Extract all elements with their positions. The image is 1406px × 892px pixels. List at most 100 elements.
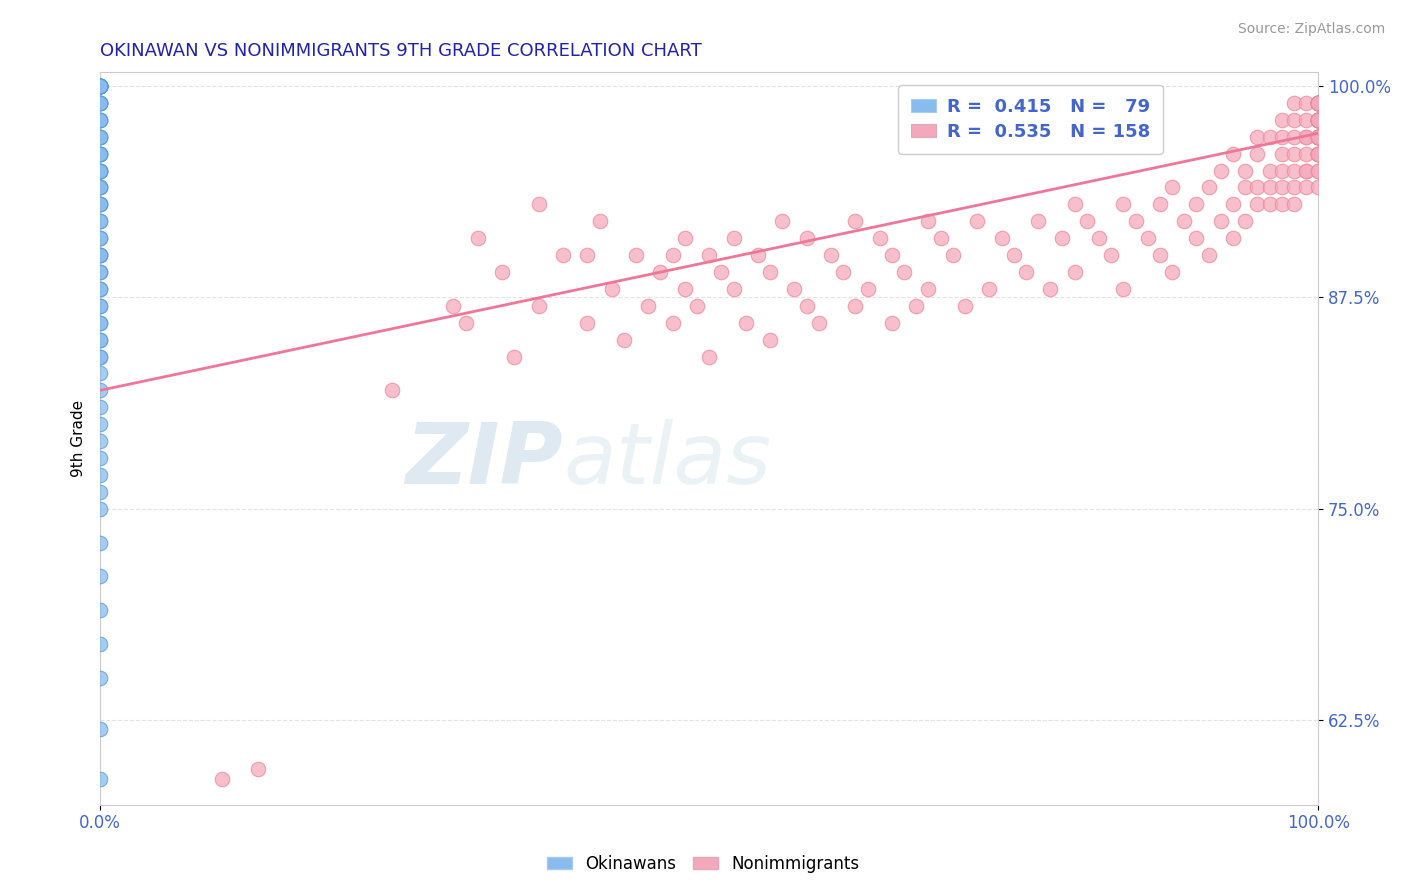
Point <box>1308 95 1330 110</box>
Point <box>89 78 111 93</box>
Point <box>1308 112 1330 127</box>
Point <box>1308 112 1330 127</box>
Point <box>942 248 965 262</box>
Point <box>1234 180 1257 194</box>
Point <box>441 299 464 313</box>
Point <box>211 772 233 787</box>
Point <box>1282 163 1305 178</box>
Point <box>89 180 111 194</box>
Point <box>697 350 720 364</box>
Point <box>1308 112 1330 127</box>
Point <box>1173 214 1195 228</box>
Point <box>759 333 782 347</box>
Point <box>1185 197 1208 211</box>
Point <box>1246 180 1268 194</box>
Point <box>1198 180 1220 194</box>
Point <box>89 316 111 330</box>
Point <box>89 299 111 313</box>
Point <box>89 78 111 93</box>
Point <box>89 197 111 211</box>
Point <box>89 248 111 262</box>
Point <box>1308 112 1330 127</box>
Point <box>89 78 111 93</box>
Point <box>89 873 111 888</box>
Point <box>1271 129 1294 144</box>
Point <box>747 248 769 262</box>
Y-axis label: 9th Grade: 9th Grade <box>72 400 86 477</box>
Point <box>1271 197 1294 211</box>
Point <box>1308 95 1330 110</box>
Point <box>467 231 489 245</box>
Point <box>89 78 111 93</box>
Point <box>783 282 806 296</box>
Point <box>1161 180 1184 194</box>
Point <box>1308 95 1330 110</box>
Point <box>1308 146 1330 161</box>
Point <box>89 95 111 110</box>
Point <box>1063 197 1085 211</box>
Point <box>491 265 513 279</box>
Point <box>1308 129 1330 144</box>
Text: Source: ZipAtlas.com: Source: ZipAtlas.com <box>1237 22 1385 37</box>
Point <box>89 78 111 93</box>
Point <box>89 450 111 465</box>
Point <box>89 265 111 279</box>
Point <box>576 248 599 262</box>
Point <box>1308 112 1330 127</box>
Point <box>89 78 111 93</box>
Point <box>1234 163 1257 178</box>
Point <box>89 637 111 651</box>
Point <box>697 248 720 262</box>
Text: atlas: atlas <box>562 419 770 502</box>
Point <box>89 95 111 110</box>
Point <box>1308 95 1330 110</box>
Point <box>1052 231 1074 245</box>
Point <box>89 95 111 110</box>
Point <box>89 163 111 178</box>
Point <box>1282 197 1305 211</box>
Point <box>1222 231 1244 245</box>
Point <box>89 78 111 93</box>
Point <box>1185 231 1208 245</box>
Point <box>1308 95 1330 110</box>
Point <box>89 163 111 178</box>
Point <box>1295 163 1317 178</box>
Point <box>1295 180 1317 194</box>
Point <box>89 129 111 144</box>
Point <box>1308 129 1330 144</box>
Point <box>89 248 111 262</box>
Point <box>588 214 610 228</box>
Point <box>89 214 111 228</box>
Text: OKINAWAN VS NONIMMIGRANTS 9TH GRADE CORRELATION CHART: OKINAWAN VS NONIMMIGRANTS 9TH GRADE CORR… <box>100 42 702 60</box>
Point <box>1308 129 1330 144</box>
Point <box>917 214 939 228</box>
Point <box>1258 197 1281 211</box>
Point <box>89 484 111 499</box>
Point <box>89 535 111 549</box>
Point <box>1308 95 1330 110</box>
Point <box>1088 231 1111 245</box>
Point <box>527 299 550 313</box>
Point <box>1209 214 1232 228</box>
Point <box>1308 146 1330 161</box>
Point <box>820 248 842 262</box>
Point <box>1308 146 1330 161</box>
Point <box>1308 95 1330 110</box>
Point <box>89 146 111 161</box>
Point <box>917 282 939 296</box>
Point <box>89 112 111 127</box>
Point <box>1282 146 1305 161</box>
Point <box>1308 129 1330 144</box>
Point <box>89 163 111 178</box>
Point <box>1295 146 1317 161</box>
Point <box>89 367 111 381</box>
Point <box>1282 112 1305 127</box>
Point <box>89 146 111 161</box>
Point <box>1282 95 1305 110</box>
Point <box>1112 282 1135 296</box>
Point <box>89 129 111 144</box>
Point <box>1258 129 1281 144</box>
Point <box>1295 112 1317 127</box>
Point <box>844 299 866 313</box>
Point <box>1149 248 1171 262</box>
